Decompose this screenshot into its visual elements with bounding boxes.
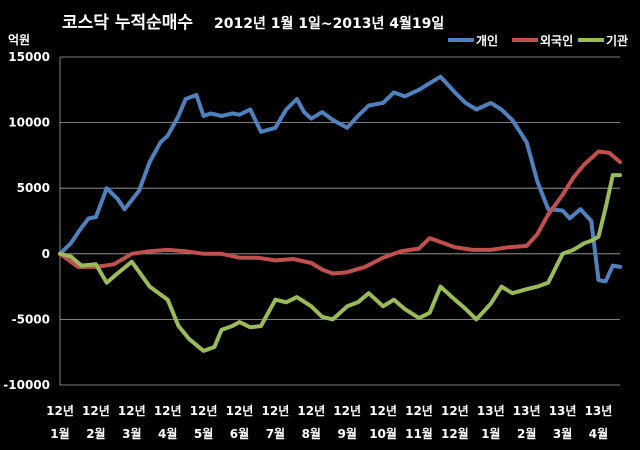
x-tick-month: 4월 — [158, 426, 177, 441]
x-tick-month: 3월 — [553, 426, 572, 441]
x-tick-year: 12년 — [369, 404, 397, 418]
series-line-2 — [58, 149, 622, 276]
x-tick-year: 12년 — [190, 404, 218, 418]
x-tick-year: 13년 — [513, 404, 541, 418]
y-tick-label: 10000 — [8, 116, 50, 130]
y-tick-label: 5000 — [17, 181, 50, 195]
x-tick-month: 1월 — [481, 426, 500, 441]
plot-area — [60, 57, 620, 385]
x-tick-year: 12년 — [226, 404, 254, 418]
x-tick-year: 12년 — [441, 404, 469, 418]
y-tick-label: 0 — [42, 247, 50, 261]
y-tick-label: 15000 — [8, 50, 50, 64]
y-unit-label: 억원 — [8, 33, 30, 47]
x-tick-month: 10월 — [369, 426, 397, 441]
x-tick-year: 12년 — [82, 404, 110, 418]
grid-layer — [59, 56, 620, 386]
series-line-3 — [58, 173, 622, 353]
x-tick-month: 4월 — [589, 426, 608, 441]
x-tick-labels: 12년 1월 12년 2월 12년 3월 12년 4월 12년 5월 12년 6월 12년 7월 12년 8월… — [46, 404, 612, 441]
legend-label: 기관 — [606, 33, 628, 48]
x-tick-month: 1월 — [50, 426, 69, 441]
x-tick-year: 13년 — [585, 404, 613, 418]
x-tick-month: 9월 — [337, 426, 356, 441]
series-layer — [58, 74, 622, 353]
x-tick-year: 12년 — [262, 404, 290, 418]
x-tick-month: 11월 — [405, 426, 433, 441]
x-tick-month: 12월 — [441, 426, 469, 441]
x-tick-year: 12년 — [154, 404, 182, 418]
x-tick-year: 12년 — [405, 404, 433, 418]
x-tick-year: 13년 — [477, 404, 505, 418]
x-tick-year: 12년 — [297, 404, 325, 418]
y-tick-label: -5000 — [12, 312, 50, 326]
legend: 개인 외국인 기관 — [448, 33, 628, 48]
chart-subtitle: 2012년 1월 1일~2013년 4월19일 — [214, 15, 444, 32]
x-tick-year: 12년 — [46, 404, 74, 418]
x-tick-year: 12년 — [333, 404, 361, 418]
y-tick-labels: 15000 10000 5000 0 -5000 -10000 — [3, 50, 50, 392]
y-tick-label: -10000 — [3, 378, 50, 392]
legend-label: 외국인 — [540, 33, 573, 48]
x-tick-month: 2월 — [517, 426, 536, 441]
x-tick-year: 12년 — [118, 404, 146, 418]
x-tick-month: 7월 — [266, 426, 285, 441]
x-tick-month: 8월 — [302, 426, 321, 441]
x-tick-month: 6월 — [230, 426, 249, 441]
chart-title: 코스닥 누적순매수 — [62, 13, 193, 33]
x-tick-month: 5월 — [194, 426, 213, 441]
x-tick-year: 13년 — [549, 404, 577, 418]
series-line-1 — [58, 74, 622, 284]
legend-label: 개인 — [476, 33, 498, 48]
x-tick-month: 2월 — [86, 426, 105, 441]
x-tick-month: 3월 — [122, 426, 141, 441]
